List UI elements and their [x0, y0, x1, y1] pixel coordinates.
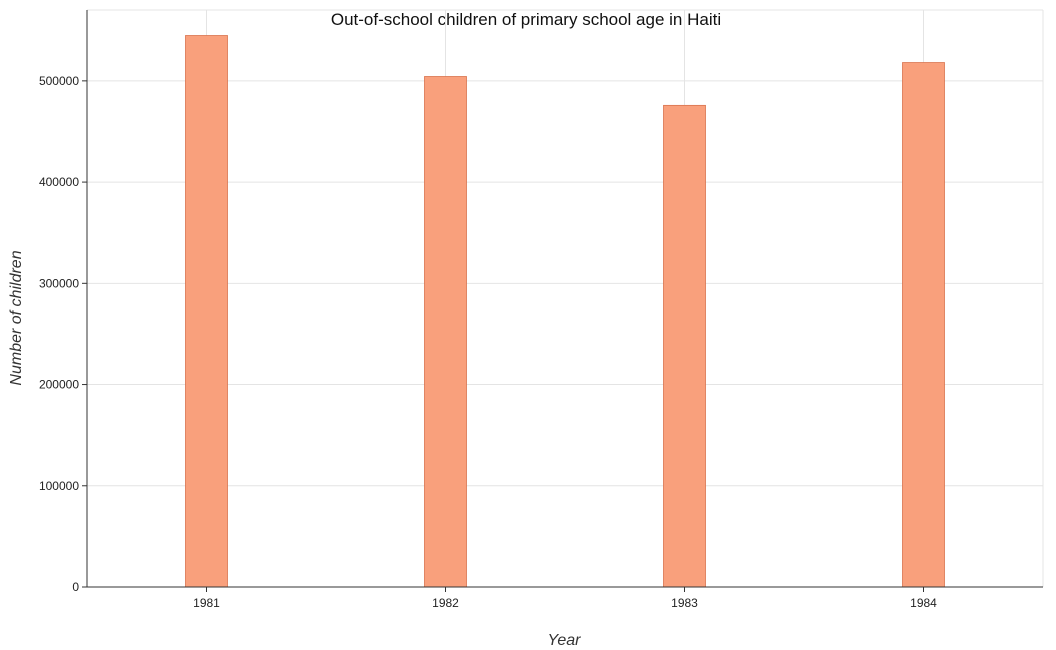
- y-tick-label: 300000: [39, 276, 79, 290]
- bar-1983: [663, 104, 706, 588]
- x-tick-label: 1983: [671, 596, 698, 610]
- bar-1982: [424, 76, 467, 588]
- gridlines: [87, 9, 1044, 588]
- y-tick-label: 400000: [39, 175, 79, 189]
- x-tick-label: 1984: [910, 596, 937, 610]
- x-axis-label: Year: [548, 632, 582, 649]
- x-tick-labels: 1981 1982 1983 1984: [193, 596, 937, 610]
- bar-1981: [185, 35, 228, 588]
- y-tick-label: 100000: [39, 479, 79, 493]
- bars: [185, 35, 945, 588]
- x-tick-label: 1982: [432, 596, 459, 610]
- bar-1984: [902, 62, 945, 588]
- y-tick-label: 500000: [39, 74, 79, 88]
- y-tick-label: 0: [72, 580, 79, 594]
- y-axis-label: Number of children: [8, 250, 25, 385]
- y-tick-labels: 0 100000 200000 300000 400000 500000: [39, 74, 79, 594]
- y-tick-label: 200000: [39, 378, 79, 392]
- axes: [82, 10, 1043, 592]
- x-tick-label: 1981: [193, 596, 220, 610]
- chart-title: Out-of-school children of primary school…: [331, 10, 721, 29]
